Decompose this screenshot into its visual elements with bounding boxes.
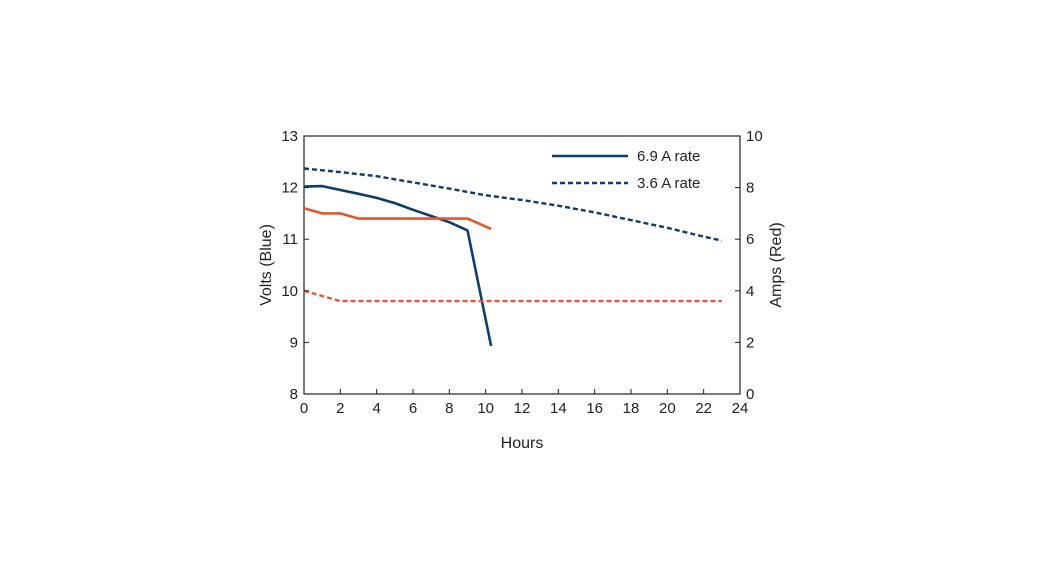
x-tick-label: 20 (659, 400, 676, 417)
series-line-volts-6-9-a-rate (303, 184, 493, 347)
x-tick-label: 4 (372, 400, 380, 417)
legend: 6.9 A rate 3.6 A rate (552, 148, 700, 192)
x-tick-label: 0 (300, 400, 308, 417)
left-y-tick-label: 9 (290, 334, 298, 351)
left-y-tick-label: 8 (290, 386, 298, 403)
legend-label-6-9-a-rate: 6.9 A rate (637, 148, 700, 165)
left-y-axis: 8 9 10 11 12 13 (281, 128, 309, 403)
right-y-tick-label: 2 (746, 334, 754, 351)
x-axis-title: Hours (501, 435, 544, 452)
right-y-tick-label: 6 (746, 231, 754, 248)
right-y-tick-label: 0 (746, 386, 754, 403)
x-axis: 0 2 4 6 8 10 12 14 16 18 20 22 24 (300, 389, 749, 417)
x-tick-label: 18 (623, 400, 640, 417)
x-tick-label: 2 (336, 400, 344, 417)
x-tick-label: 12 (514, 400, 531, 417)
right-y-tick-label: 8 (746, 180, 754, 197)
series-line-volts-3-6-a-rate (303, 167, 723, 242)
series-line-amps-6-9-a-rate (303, 206, 492, 231)
x-tick-label: 8 (445, 400, 453, 417)
x-tick-label: 22 (695, 400, 712, 417)
x-tick-label: 14 (550, 400, 567, 417)
series-line-amps-3-6-a-rate (303, 289, 722, 303)
left-y-tick-label: 10 (281, 283, 298, 300)
series-group (303, 167, 723, 347)
x-tick-label: 6 (409, 400, 417, 417)
x-tick-label: 16 (586, 400, 603, 417)
right-y-tick-label: 10 (746, 128, 763, 145)
legend-label-3-6-a-rate: 3.6 A rate (637, 175, 700, 192)
left-y-tick-label: 11 (282, 231, 298, 248)
right-y-axis: 0 2 4 6 8 10 (735, 128, 763, 403)
left-y-axis-title: Volts (Blue) (258, 224, 275, 306)
x-tick-label: 10 (477, 400, 494, 417)
left-y-tick-label: 13 (281, 128, 298, 145)
x-tick-label: 24 (732, 400, 749, 417)
left-y-tick-label: 12 (281, 180, 298, 197)
right-y-tick-label: 4 (746, 283, 754, 300)
right-y-axis-title: Amps (Red) (768, 222, 785, 307)
